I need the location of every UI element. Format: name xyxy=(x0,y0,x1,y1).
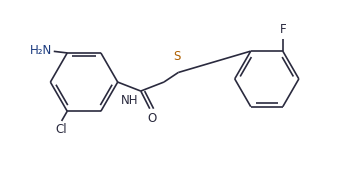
Text: Cl: Cl xyxy=(55,123,67,136)
Text: O: O xyxy=(148,112,157,125)
Text: S: S xyxy=(173,50,180,64)
Text: H₂N: H₂N xyxy=(30,44,52,57)
Text: NH: NH xyxy=(121,94,138,107)
Text: F: F xyxy=(280,23,286,36)
